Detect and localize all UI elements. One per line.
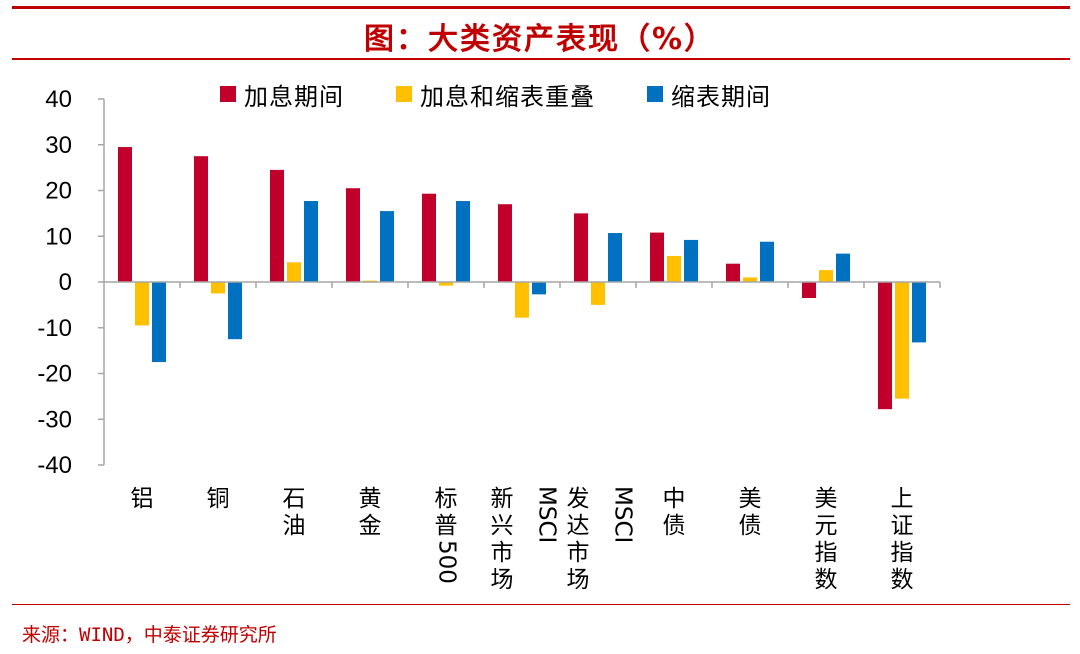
category-label: MSCI [610, 486, 636, 543]
category-label: 数 [815, 567, 838, 593]
bar-series2-1 [228, 282, 242, 340]
bar-series1-1 [211, 282, 225, 294]
bar-series0-6 [574, 213, 588, 282]
legend: 加息期间 加息和缩表重叠 缩表期间 [220, 77, 823, 112]
y-tick-label: 40 [45, 86, 72, 113]
category-label: 债 [739, 513, 762, 539]
bar-series2-2 [304, 201, 318, 282]
top-rule [12, 6, 1070, 9]
category-label: 美 [815, 486, 838, 512]
bar-series0-8 [726, 263, 740, 282]
bar-series2-0 [152, 282, 166, 363]
category-label: 证 [891, 513, 914, 539]
y-tick-label: 0 [59, 269, 72, 296]
legend-swatch-rate-hike [220, 86, 236, 102]
category-label: MSCI [534, 486, 560, 543]
chart-title: 图：大类资产表现（%） [363, 22, 717, 57]
y-tick-label: 20 [45, 178, 72, 205]
legend-item-balance-sheet-reduction: 缩表期间 [647, 77, 771, 112]
bar-series0-9 [802, 282, 816, 299]
bar-series2-10 [912, 282, 926, 343]
bar-series1-6 [591, 282, 605, 305]
category-label: 市 [567, 540, 590, 566]
category-label: 黄 [359, 486, 382, 512]
bar-series0-7 [650, 232, 664, 282]
category-label: 场 [567, 567, 590, 593]
category-label: 场 [491, 567, 514, 593]
legend-label-balance-sheet-reduction: 缩表期间 [671, 82, 771, 111]
y-tick-label: 30 [45, 132, 72, 159]
bar-series0-10 [878, 282, 892, 410]
legend-label-rate-hike: 加息期间 [244, 82, 344, 111]
category-label: 铜 [207, 486, 230, 512]
category-label: 新 [491, 486, 514, 512]
category-label: 标 [435, 486, 458, 512]
legend-swatch-balance-sheet-reduction [647, 86, 663, 102]
bar-series0-2 [270, 169, 284, 282]
bar-chart: 403020100-10-20-30-40铝铜石油黄金标普500新兴市场MSCI… [37, 86, 941, 593]
title-rule [12, 58, 1070, 60]
bar-series1-7 [667, 255, 681, 282]
category-label: 上 [891, 486, 914, 512]
category-label: 普 [435, 513, 458, 539]
bar-series1-5 [515, 282, 529, 318]
category-label: 指 [815, 540, 838, 566]
category-label: 债 [663, 513, 686, 539]
category-label: 中 [663, 486, 686, 512]
bar-series2-9 [836, 253, 850, 282]
bar-series2-4 [456, 201, 470, 282]
legend-swatch-overlap [396, 86, 412, 102]
y-tick-label: -40 [37, 452, 72, 479]
bar-series1-8 [743, 277, 757, 282]
bar-series2-6 [608, 233, 622, 282]
bar-series2-5 [532, 282, 546, 295]
bar-series1-2 [287, 262, 301, 282]
category-label: 兴 [491, 513, 514, 539]
bar-series1-10 [895, 282, 909, 399]
bar-series2-3 [380, 211, 394, 282]
category-label: 油 [283, 513, 306, 539]
legend-item-rate-hike: 加息期间 [220, 77, 344, 112]
legend-item-overlap: 加息和缩表重叠 [396, 77, 595, 112]
bar-series2-8 [760, 241, 774, 282]
category-label: 元 [815, 513, 838, 539]
category-label: 铝 [131, 486, 154, 512]
y-tick-label: -20 [37, 361, 72, 388]
legend-label-overlap: 加息和缩表重叠 [420, 82, 595, 111]
bar-series0-3 [346, 188, 360, 282]
category-label: 金 [359, 513, 382, 539]
category-label: 指 [891, 540, 914, 566]
bar-series0-0 [118, 147, 132, 282]
category-label: 数 [891, 567, 914, 593]
category-label: 石 [283, 486, 306, 512]
y-tick-label: 10 [45, 223, 72, 250]
bar-series0-5 [498, 204, 512, 282]
bar-series1-9 [819, 270, 833, 282]
bar-series1-4 [439, 282, 453, 286]
y-tick-label: -10 [37, 315, 72, 342]
category-label: 达 [567, 513, 590, 539]
y-tick-label: -30 [37, 406, 72, 433]
bar-series0-4 [422, 193, 436, 282]
category-label: 美 [739, 486, 762, 512]
bar-series0-1 [194, 156, 208, 282]
source-note: 来源：WIND，中泰证券研究所 [22, 624, 277, 646]
bar-series2-7 [684, 239, 698, 282]
bar-series1-0 [135, 282, 149, 326]
bottom-rule [12, 604, 1070, 605]
category-label: 发 [567, 486, 590, 512]
category-label: 500 [434, 540, 460, 584]
category-label: 市 [491, 540, 514, 566]
